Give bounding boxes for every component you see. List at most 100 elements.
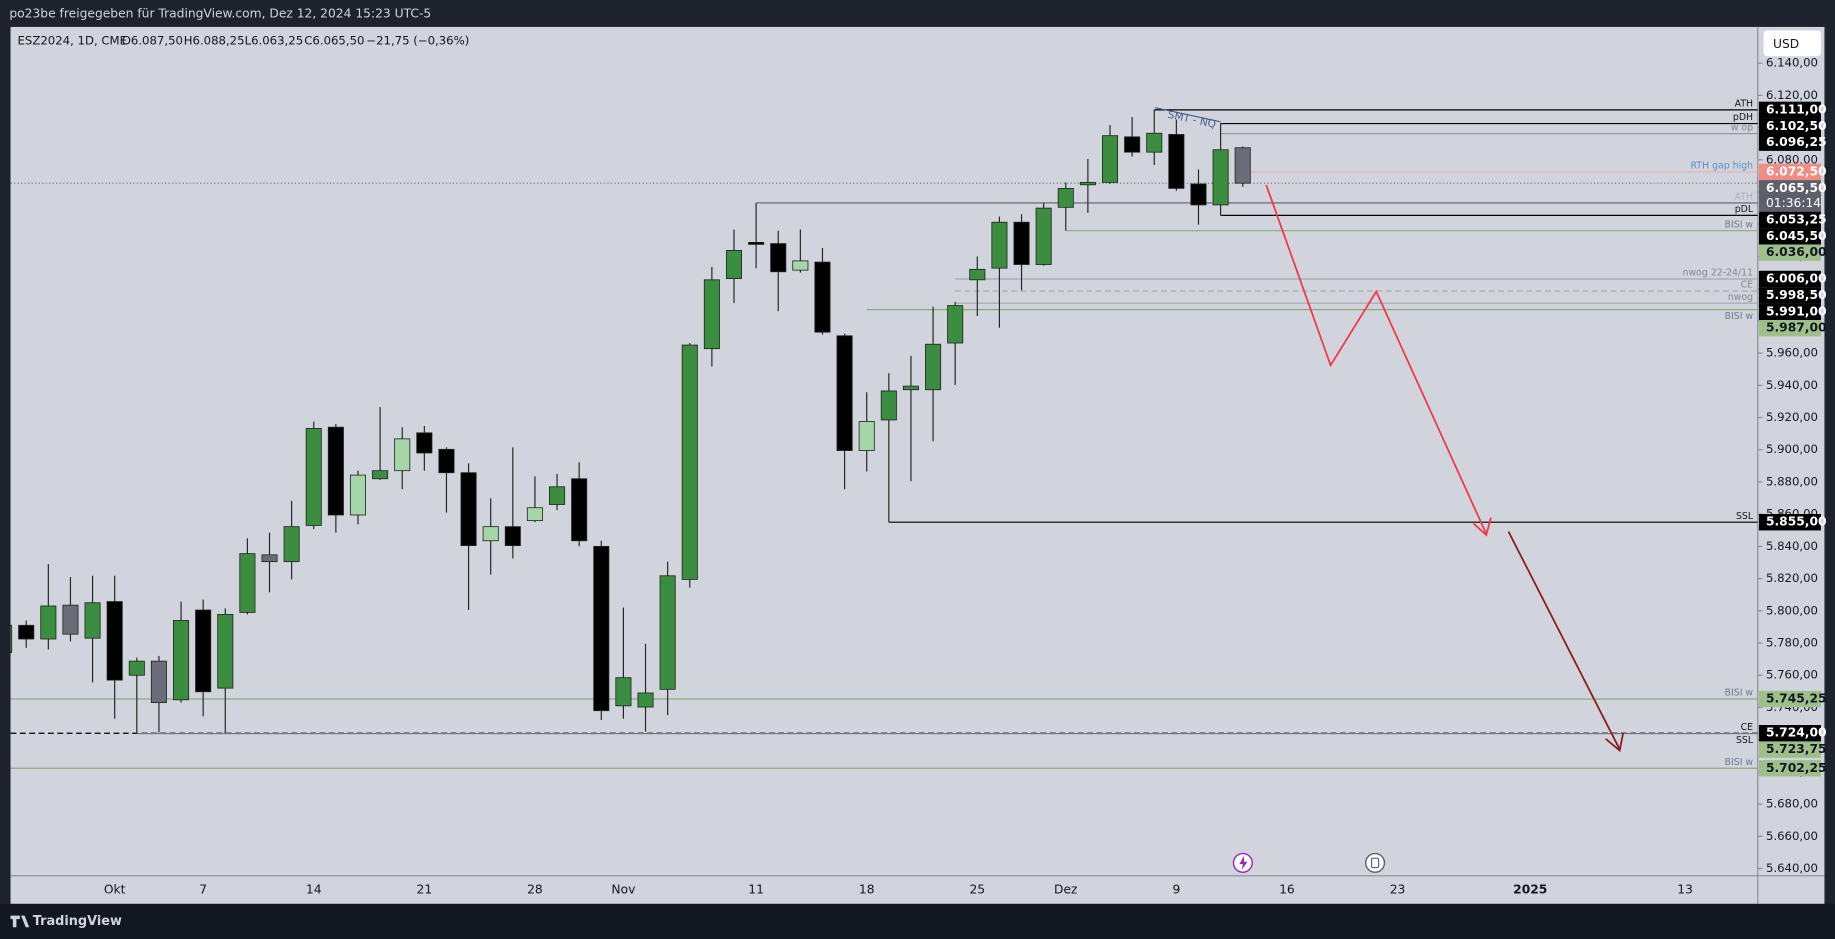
level-text: RTH gap high — [1691, 161, 1754, 172]
candle-body — [571, 478, 588, 542]
legend-change: −21,75 (−0,36%) — [366, 33, 469, 47]
price-badge — [1758, 287, 1821, 304]
price-badge — [1758, 134, 1821, 151]
y-tick-label: 5.660,00 — [1766, 829, 1818, 843]
level-text: BISI w — [1725, 219, 1754, 230]
x-tick-label: 28 — [527, 882, 543, 896]
candle-body — [637, 692, 654, 708]
candle-body — [1057, 187, 1074, 208]
level-text: nwog — [1728, 292, 1753, 303]
currency-button-bg[interactable] — [1763, 30, 1821, 57]
candle-body — [770, 243, 787, 273]
candle-body — [1013, 221, 1030, 265]
candle-body — [128, 660, 145, 676]
y-tick-label: 5.680,00 — [1766, 797, 1818, 811]
candle-body — [1079, 181, 1096, 186]
price-badge — [1758, 244, 1821, 261]
last-price-badge — [1758, 180, 1821, 212]
candle-body — [703, 279, 720, 350]
candle-body — [947, 305, 964, 344]
level-text: ATH — [1735, 99, 1753, 110]
candle-body — [1124, 136, 1141, 153]
projection-arrow — [1507, 531, 1621, 750]
candle-body — [880, 390, 897, 421]
candle-body — [18, 624, 35, 640]
level-text: pDH — [1733, 112, 1753, 123]
candle-body — [1035, 207, 1052, 265]
price-badge — [1758, 760, 1821, 777]
y-tick-label: 5.880,00 — [1766, 474, 1818, 488]
drawings: SMT - NQ — [1154, 107, 1625, 873]
x-tick-label: 2025 — [1513, 882, 1547, 896]
price-badge — [1758, 514, 1821, 531]
last-price-label: 6.065,50 — [1766, 181, 1827, 195]
price-badge — [1758, 270, 1821, 288]
candle-body — [991, 221, 1008, 269]
level-text: BISI w — [1725, 757, 1754, 768]
tradingview-logo — [10, 915, 30, 928]
candle-body — [659, 575, 676, 690]
price-badge — [1758, 741, 1821, 758]
candle-body — [1234, 147, 1251, 184]
candle-body — [549, 486, 566, 505]
price-badge — [1758, 690, 1821, 708]
candle-body — [173, 620, 190, 701]
y-tick-label: 5.800,00 — [1766, 603, 1818, 617]
x-tick-label: 18 — [859, 882, 875, 896]
candle-body — [239, 553, 256, 613]
event-icon[interactable] — [1365, 852, 1386, 873]
level-text: CE — [1741, 280, 1754, 291]
candle-body — [62, 604, 79, 635]
candle-body — [10, 624, 13, 654]
candle-body — [1101, 135, 1119, 183]
x-tick-label: 21 — [417, 882, 433, 896]
candle-body — [902, 385, 919, 391]
legend-open: O6.087,50 — [122, 33, 183, 47]
level-text: BISI w — [1725, 311, 1754, 322]
level-text: SSL — [1736, 735, 1754, 746]
candle-body — [460, 472, 477, 546]
candle-body — [526, 507, 543, 522]
candle-body — [40, 605, 57, 640]
price-badge-label: 5.991,00 — [1766, 304, 1827, 318]
candle-body — [372, 470, 389, 480]
candle-body — [615, 677, 632, 707]
candle-body — [969, 268, 986, 281]
price-badge — [1758, 319, 1821, 337]
header-text: po23be freigegeben für TradingView.com, … — [9, 7, 431, 21]
currency-button[interactable]: USD — [1763, 30, 1821, 57]
currency-label[interactable]: USD — [1773, 37, 1799, 51]
y-tick-label: 5.900,00 — [1766, 442, 1818, 456]
price-badge — [1758, 101, 1821, 119]
price-badge-label: 5.987,00 — [1766, 321, 1827, 335]
x-tick-label: 25 — [969, 882, 985, 896]
candle-body — [416, 432, 433, 454]
candle-body — [283, 526, 300, 563]
y-tick-label: 6.140,00 — [1766, 56, 1818, 70]
chart-background — [10, 26, 1825, 904]
price-badge-label: 5.998,50 — [1766, 288, 1827, 302]
y-tick-label: 5.960,00 — [1766, 346, 1818, 360]
level-text: ATH — [1735, 192, 1753, 203]
price-badge — [1758, 303, 1821, 320]
price-badge-label: 6.096,25 — [1766, 135, 1827, 149]
x-tick-label: Dez — [1054, 882, 1077, 896]
x-tick-label: 14 — [306, 882, 322, 896]
y-tick-label: 5.940,00 — [1766, 378, 1818, 392]
candle-body — [217, 614, 234, 689]
x-tick-label: 11 — [748, 882, 764, 896]
price-badge-label: 5.723,75 — [1766, 742, 1827, 756]
level-text: BISI w — [1725, 688, 1754, 699]
candle-body — [1190, 183, 1207, 206]
x-tick-label: 13 — [1677, 882, 1693, 896]
price-badge-label: 6.006,00 — [1766, 272, 1827, 286]
footer-bar — [0, 903, 1835, 939]
x-tick-label: 23 — [1390, 882, 1406, 896]
candle-body — [836, 335, 853, 451]
y-tick-label: 6.120,00 — [1766, 88, 1818, 102]
price-badge — [1758, 118, 1821, 135]
